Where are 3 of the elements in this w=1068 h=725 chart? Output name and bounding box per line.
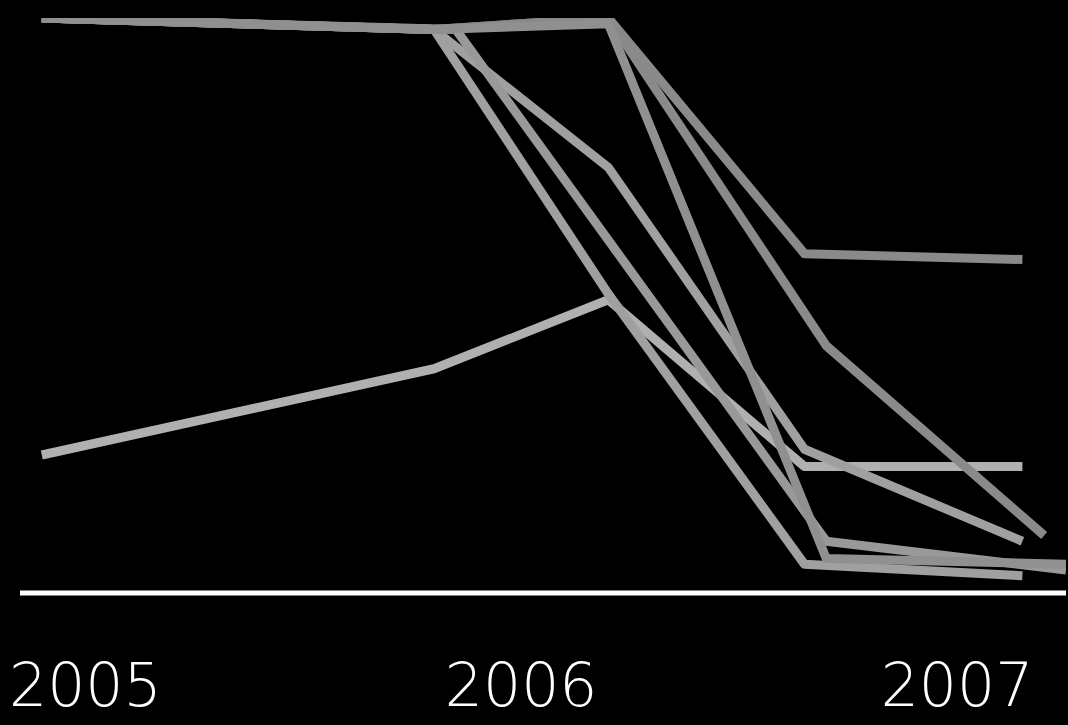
x-tick-label: 2007 xyxy=(880,649,1034,720)
x-tick-label: 2005 xyxy=(9,649,162,720)
x-tick-label: 2006 xyxy=(444,649,598,720)
